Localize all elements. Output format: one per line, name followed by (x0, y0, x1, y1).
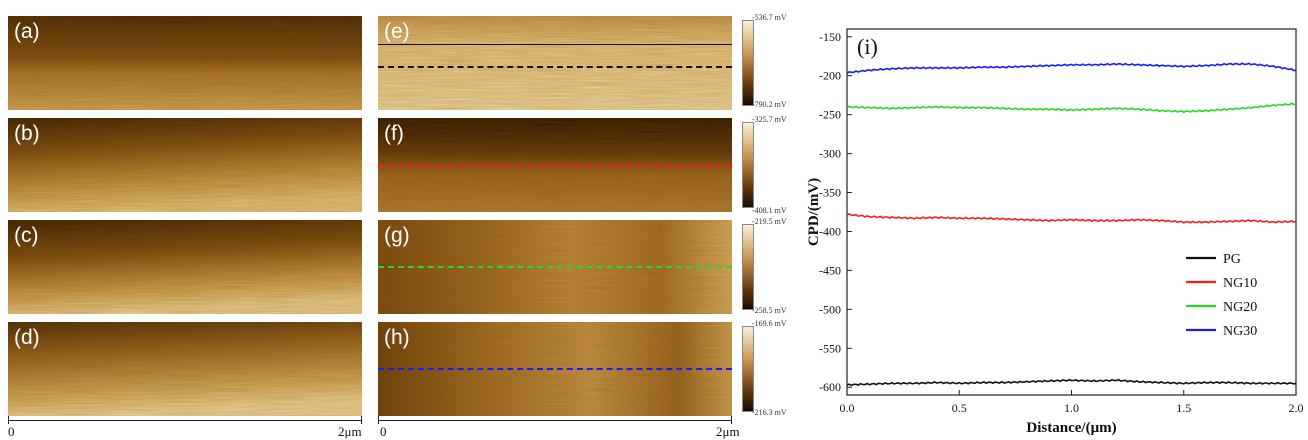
y-tick-label: -600 (819, 380, 841, 394)
panel-label-d: (d) (14, 326, 40, 349)
colorbar-f (742, 122, 754, 208)
colorbar-g (742, 224, 754, 310)
profile-line-ng10 (378, 165, 732, 167)
series-line-ng10 (846, 213, 1297, 224)
profile-line-ng20 (378, 266, 732, 268)
profile-line-pg-solid (378, 44, 732, 45)
y-tick-label: -450 (819, 263, 841, 277)
colorbar-e-top: -536.7 mV (752, 13, 787, 22)
panel-h: (h) (378, 322, 732, 416)
panel-label-h: (h) (384, 326, 410, 349)
legend-label-ng20: NG20 (1223, 300, 1257, 315)
x-tick-label: 0.0 (840, 401, 855, 415)
x-axis-label: Distance/(μm) (1026, 420, 1116, 436)
panel-label-c: (c) (14, 224, 39, 247)
series-line-ng30 (846, 62, 1297, 74)
panel-a: (a) (8, 16, 362, 110)
panel-label-b: (b) (14, 122, 40, 145)
scale-mid-start: 0 (380, 424, 387, 439)
panel-b: (b) (8, 118, 362, 212)
y-tick-label: -150 (819, 30, 841, 44)
series-line-ng20 (846, 102, 1297, 114)
panel-d: (d) (8, 322, 362, 416)
x-axis: 0.0 0.5 1.0 1.5 2.0 (840, 390, 1304, 415)
scale-bar-middle (378, 420, 732, 421)
colorbar-f-top: -325.7 mV (752, 115, 787, 124)
y-tick-label: -250 (819, 108, 841, 122)
x-tick-label: 2.0 (1289, 401, 1304, 415)
colorbar-g-bottom: -258.5 mV (752, 306, 787, 315)
colorbar-f-bottom: -408.1 mV (752, 206, 787, 215)
legend: PG NG10 NG20 NG30 (1186, 252, 1257, 339)
plot-frame (846, 28, 1297, 396)
panel-f: (f) (378, 118, 732, 212)
scale-tick-left-start (8, 416, 9, 424)
panel-g: (g) (378, 220, 732, 314)
legend-label-ng10: NG10 (1223, 276, 1257, 291)
panel-label-g: (g) (384, 224, 410, 247)
topography-image-c (8, 220, 362, 314)
scale-left-start: 0 (8, 424, 15, 439)
panel-e: (e) (378, 16, 732, 110)
y-tick-label: -200 (819, 69, 841, 83)
y-axis: -150 -200 -250 -300 -350 -400 -450 -500 -550 -600 (819, 30, 852, 394)
scale-tick-mid-start (378, 416, 379, 424)
scale-tick-mid-end (731, 416, 732, 424)
series-line-pg (846, 378, 1297, 387)
y-tick-label: -400 (819, 224, 841, 238)
topography-image-a (8, 16, 362, 110)
scale-left-end: 2μm (338, 424, 362, 439)
colorbar-h-top: -169.6 mV (752, 319, 787, 328)
panel-c: (c) (8, 220, 362, 314)
colorbar-e-bottom: -790.2 mV (752, 100, 787, 109)
y-axis-label: CPD/(mV) (806, 178, 822, 246)
x-tick-label: 1.5 (1176, 401, 1191, 415)
scale-bar-left (8, 420, 362, 421)
colorbar-h-bottom: -216.3 mV (752, 408, 787, 417)
series-lines (846, 62, 1297, 387)
legend-label-ng30: NG30 (1223, 324, 1257, 339)
profile-line-ng30 (378, 368, 732, 370)
topography-image-b (8, 118, 362, 212)
profile-line-pg-dashed (378, 66, 732, 68)
panel-label-a: (a) (14, 20, 40, 43)
colorbar-e (742, 20, 754, 106)
colorbar-h (742, 326, 754, 412)
x-tick-label: 0.5 (952, 401, 967, 415)
kpfm-image-e (378, 16, 732, 110)
scale-tick-left-end (361, 416, 362, 424)
legend-label-pg: PG (1223, 252, 1241, 267)
y-tick-label: -350 (819, 186, 841, 200)
cpd-line-chart: -150 -200 -250 -300 -350 -400 -450 -500 -550 -600… (806, 28, 1304, 436)
colorbar-g-top: -219.5 mV (752, 217, 787, 226)
y-tick-label: -300 (819, 147, 841, 161)
panel-label-i: (i) (857, 34, 878, 59)
x-tick-label: 1.0 (1064, 401, 1079, 415)
topography-image-d (8, 322, 362, 416)
scale-mid-end: 2μm (716, 424, 740, 439)
y-tick-label: -550 (819, 341, 841, 355)
y-tick-label: -500 (819, 302, 841, 316)
panel-label-e: (e) (384, 20, 410, 43)
panel-label-f: (f) (384, 122, 404, 145)
